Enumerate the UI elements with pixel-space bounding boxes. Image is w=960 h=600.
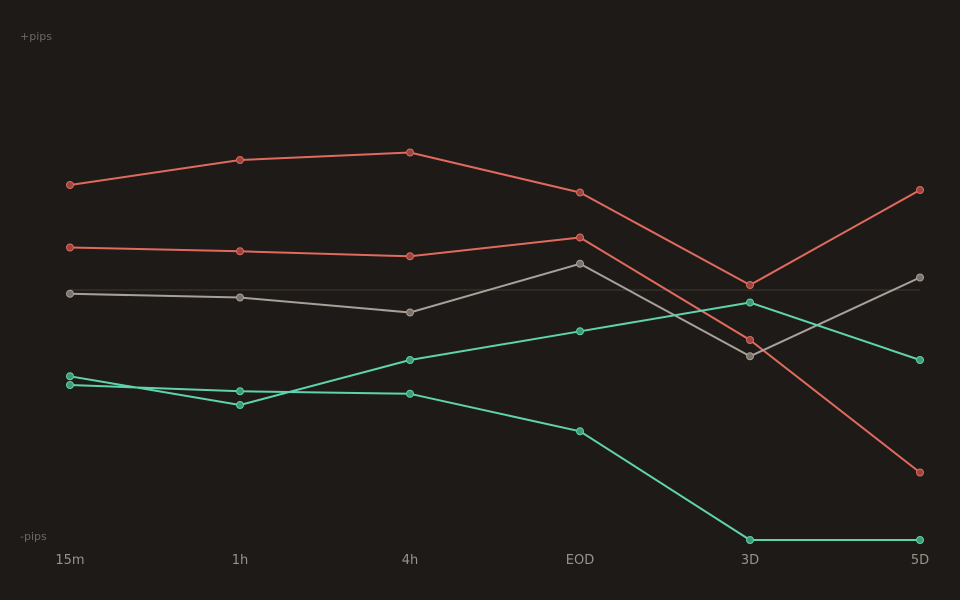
series-5-point-EOD [576, 427, 584, 436]
x-tick-label: 4h [402, 553, 419, 568]
series-1-point-4h [406, 148, 414, 157]
series-1 [66, 148, 924, 289]
x-tick-label: 5D [911, 553, 929, 568]
series-5-point-5D [916, 536, 924, 544]
series-3-point-3D [746, 352, 754, 361]
series-3-point-15m [66, 289, 74, 298]
y-axis-bottom-label: -pips [20, 530, 47, 543]
y-axis-top-label: +pips [20, 30, 52, 43]
series-3-point-5D [916, 273, 924, 282]
series-4 [66, 298, 924, 409]
series-5-line [69, 384, 921, 541]
series-1-point-1h [236, 156, 244, 164]
series-2-point-1h [236, 247, 244, 256]
series-4-point-5D [916, 356, 924, 364]
series-1-point-EOD [576, 188, 584, 197]
x-tick-label: EOD [566, 553, 594, 568]
series-1-point-5D [916, 186, 924, 194]
series-4-point-15m [66, 372, 74, 381]
series-3-point-4h [406, 308, 414, 317]
series-5 [66, 381, 924, 544]
series-2-point-EOD [576, 233, 584, 242]
series-5-point-3D [746, 536, 754, 544]
series-2 [66, 233, 924, 477]
x-tick-label: 1h [232, 553, 249, 568]
series-1-line [69, 151, 921, 286]
series-5-point-15m [66, 381, 74, 389]
x-axis-ticks: 15m 1h 4h EOD 3D 5D [55, 553, 929, 568]
series-3-line [69, 262, 921, 358]
series-4-point-1h [236, 401, 244, 409]
series-3-point-1h [236, 293, 244, 302]
series-2-line [69, 236, 921, 474]
series-4-point-3D [746, 298, 754, 307]
series-layer [66, 148, 924, 544]
series-2-point-4h [406, 252, 414, 261]
series-2-point-3D [746, 336, 754, 344]
series-4-line [69, 301, 921, 406]
series-3 [66, 259, 924, 361]
series-1-point-15m [66, 181, 74, 189]
x-tick-label: 15m [55, 553, 84, 568]
series-5-point-1h [236, 387, 244, 396]
series-3-point-EOD [576, 259, 584, 268]
series-1-point-3D [746, 281, 754, 289]
x-tick-label: 3D [741, 553, 759, 568]
series-2-point-5D [916, 468, 924, 477]
series-2-point-15m [66, 243, 74, 252]
series-4-point-EOD [576, 327, 584, 336]
series-5-point-4h [406, 389, 414, 398]
series-4-point-4h [406, 356, 414, 364]
